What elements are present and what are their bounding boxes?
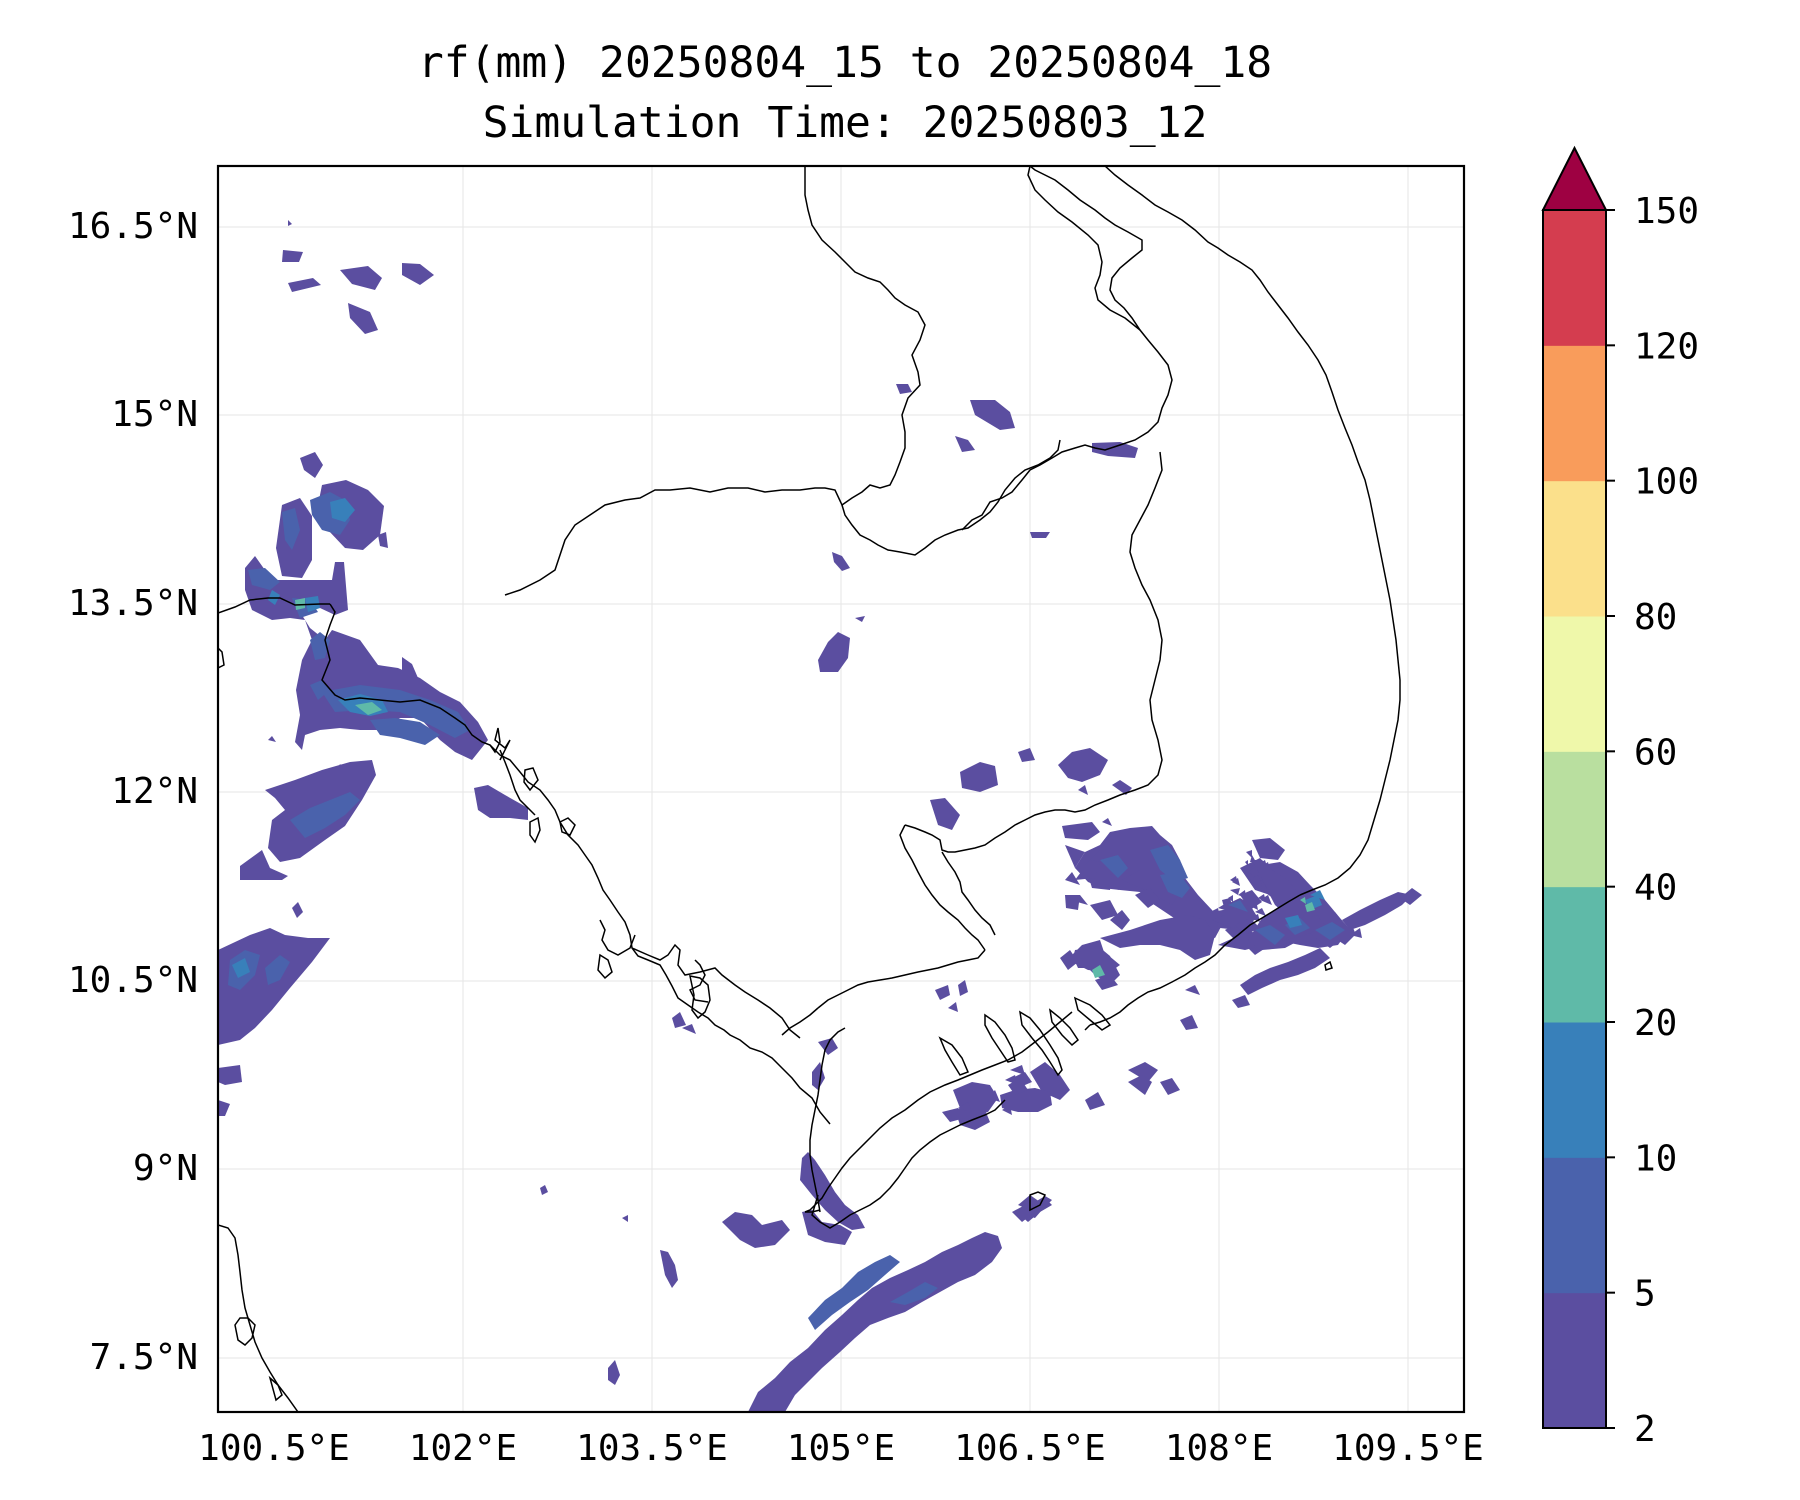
colorbar-segment xyxy=(1543,1157,1606,1294)
colorbar-segment xyxy=(1543,616,1606,752)
map-frame xyxy=(216,164,1466,1414)
colorbar-extend-arrow xyxy=(1541,145,1608,211)
colorbar-segment xyxy=(1543,886,1606,1023)
colorbar-segment xyxy=(1543,480,1606,617)
lat-tick-label: 9°N xyxy=(133,1148,198,1189)
lon-tick-label: 108°E xyxy=(1165,1428,1273,1469)
colorbar-tick-label: 40 xyxy=(1634,868,1677,909)
colorbar-outline xyxy=(1542,209,1607,1429)
colorbar-tick-label: 10 xyxy=(1634,1138,1677,1179)
colorbar-tick-label: 60 xyxy=(1634,732,1677,773)
lon-tick-label: 106.5°E xyxy=(954,1428,1106,1469)
colorbar: 2 5 10 20 40 60 80 100 120 150 xyxy=(1541,145,1699,1450)
lon-tick-labels: 100.5°E 102°E 103.5°E 105°E 106.5°E 108°… xyxy=(198,1428,1484,1469)
lat-tick-label: 15°N xyxy=(111,394,198,435)
map-title-line-2: Simulation Time: 20250803_12 xyxy=(482,98,1208,148)
colorbar-segment xyxy=(1543,1022,1606,1158)
lon-tick-label: 105°E xyxy=(787,1428,895,1469)
lat-tick-label: 12°N xyxy=(111,771,198,812)
lon-tick-label: 109.5°E xyxy=(1332,1428,1484,1469)
colorbar-segment xyxy=(1543,1292,1606,1429)
colorbar-segment xyxy=(1543,751,1606,888)
colorbar-tick-label: 2 xyxy=(1634,1409,1656,1450)
colorbar-segment xyxy=(1543,345,1606,482)
colorbar-tick-label: 100 xyxy=(1634,462,1699,503)
map-title-line-1: rf(mm) 20250804_15 to 20250804_18 xyxy=(417,38,1273,88)
colorbar-tick-label: 150 xyxy=(1634,191,1699,232)
colorbar-tick-label: 120 xyxy=(1634,326,1699,367)
lat-tick-label: 10.5°N xyxy=(68,960,198,1001)
lat-tick-label: 13.5°N xyxy=(68,583,198,624)
coastlines-borders xyxy=(218,166,1401,1412)
colorbar-tick-label: 80 xyxy=(1634,597,1677,638)
lon-tick-label: 100.5°E xyxy=(198,1428,350,1469)
colorbar-tick-label: 20 xyxy=(1634,1003,1677,1044)
lon-tick-label: 102°E xyxy=(409,1428,517,1469)
lon-tick-label: 103.5°E xyxy=(576,1428,728,1469)
colorbar-segment xyxy=(1543,210,1606,346)
colorbar-tick-label: 5 xyxy=(1634,1274,1656,1315)
lat-tick-label: 16.5°N xyxy=(68,206,198,247)
rainfall-fills xyxy=(218,220,1422,1412)
lat-tick-labels: 16.5°N 15°N 13.5°N 12°N 10.5°N 9°N 7.5°N xyxy=(68,206,198,1378)
gridlines xyxy=(218,166,1464,1412)
lat-tick-label: 7.5°N xyxy=(90,1337,198,1378)
